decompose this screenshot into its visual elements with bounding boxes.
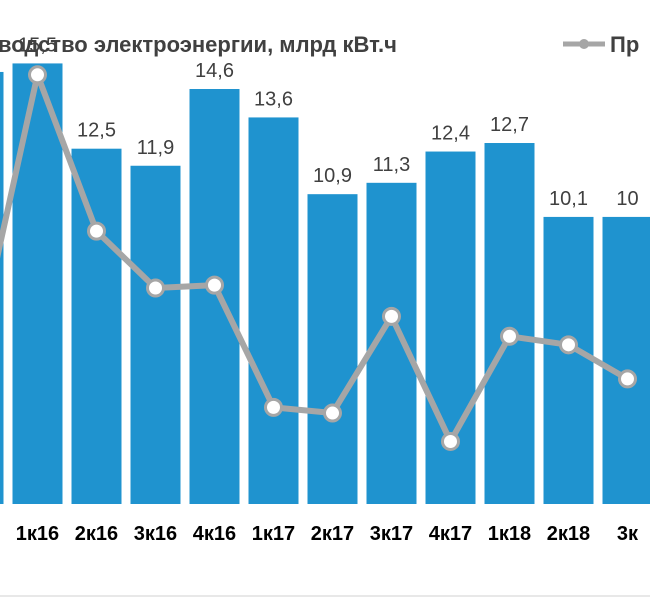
legend-line-label: Пр <box>610 32 639 57</box>
line-point <box>323 403 342 423</box>
x-tick-label: 2к18 <box>547 523 590 545</box>
bar-value-label: 12,4 <box>431 123 470 145</box>
bar <box>71 148 122 505</box>
line-point <box>500 326 519 346</box>
bar <box>484 143 535 504</box>
bar-value-label: 12,7 <box>490 114 529 136</box>
x-tick-label: 1к17 <box>252 523 295 545</box>
x-tick-label: 3к17 <box>370 523 413 545</box>
legend-line-swatch <box>563 39 605 49</box>
x-tick-label: 4к17 <box>429 523 472 545</box>
bar-value-label: 10 <box>616 188 638 210</box>
legend: водство электроэнергии, млрд кВт.ч Пр <box>0 32 639 57</box>
bar <box>425 151 476 504</box>
bar <box>0 71 4 505</box>
x-axis-ticks: к151к162к163к164к161к172к173к174к171к182… <box>16 523 639 545</box>
x-tick-label: 3к16 <box>134 523 177 545</box>
line-point <box>559 335 578 355</box>
bar <box>602 216 650 504</box>
line-point <box>441 431 460 451</box>
line-point <box>382 306 401 326</box>
x-tick-label: 1к18 <box>488 523 531 545</box>
bar-value-label: 12,5 <box>77 120 116 142</box>
bar-value-label: 14,6 <box>195 60 234 82</box>
line-series-path <box>0 71 630 445</box>
line-point <box>205 275 224 295</box>
bar-value-label: 11,3 <box>373 154 410 176</box>
bar-value-label: 11,9 <box>137 137 174 159</box>
x-tick-label: 4к16 <box>193 523 236 545</box>
line-series <box>0 65 637 451</box>
bar <box>543 216 594 504</box>
line-point <box>87 221 106 241</box>
bar <box>189 89 240 505</box>
bar <box>307 194 358 504</box>
bar-series <box>0 63 650 505</box>
bar <box>248 117 299 505</box>
bar-value-label: 10,9 <box>313 165 352 187</box>
bar-value-label: 15,5 <box>18 34 57 56</box>
bar-value-label: 13,6 <box>254 88 293 110</box>
bar <box>130 165 181 504</box>
line-point <box>28 65 47 85</box>
line-point <box>618 369 637 389</box>
line-point <box>264 397 283 417</box>
x-tick-label: 1к16 <box>16 523 59 545</box>
bar-data-labels: 5,215,512,511,914,613,610,911,312,412,71… <box>18 34 639 210</box>
x-tick-label: 3к <box>617 523 639 545</box>
line-point <box>146 278 165 298</box>
x-tick-label: 2к16 <box>75 523 118 545</box>
legend-bar-label: водство электроэнергии, млрд кВт.ч <box>0 32 397 57</box>
x-tick-label: 2к17 <box>311 523 354 545</box>
bar-value-label: 10,1 <box>549 188 588 210</box>
